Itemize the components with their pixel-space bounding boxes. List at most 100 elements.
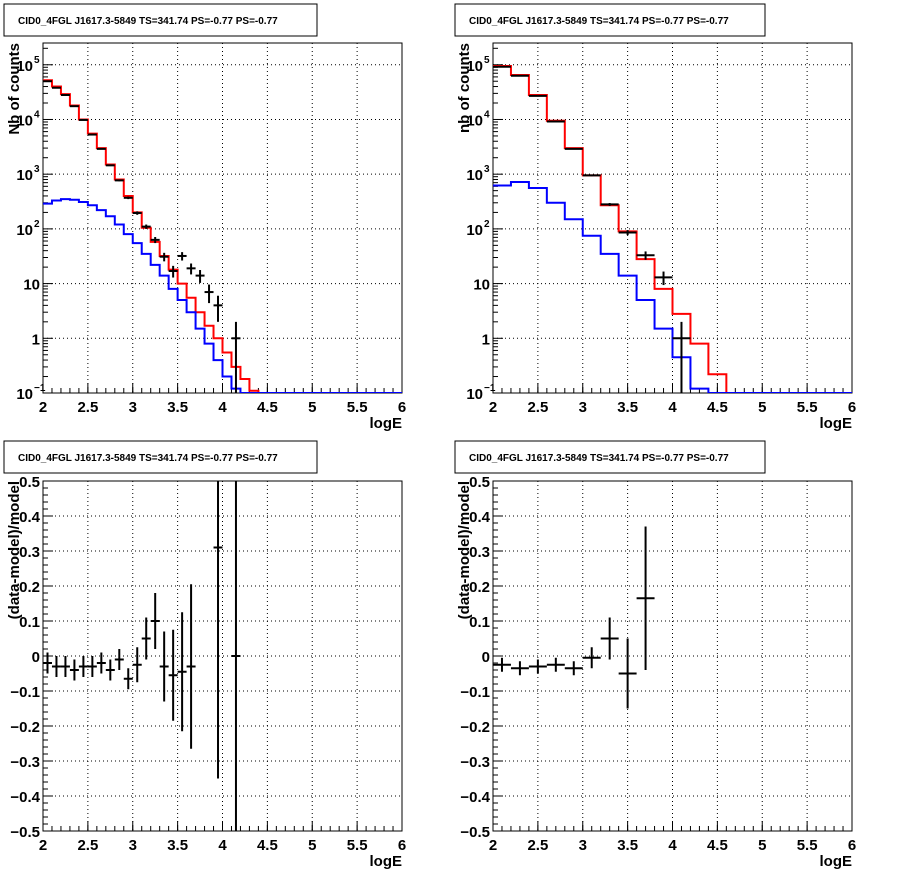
x-axis-label: logE: [370, 853, 403, 870]
y-tick-label: 10: [466, 167, 483, 184]
y-tick-label: 0.5: [469, 474, 490, 491]
y-tick-label: 10: [16, 222, 33, 239]
x-tick-label: 2.5: [527, 399, 548, 416]
y-tick-exponent: 5: [34, 55, 40, 66]
x-tick-label: 3.5: [167, 399, 188, 416]
y-tick-label: 10: [16, 167, 33, 184]
y-tick-exponent: −1: [484, 383, 496, 394]
x-tick-label: 3: [129, 399, 137, 416]
y-tick-label: 0.3: [19, 544, 40, 561]
y-tick-exponent: 4: [34, 109, 40, 120]
panel-top-left: CID0_4FGL J1617.3-5849 TS=341.74 PS=-0.7…: [3, 3, 406, 432]
x-tick-label: 2.5: [77, 399, 98, 416]
y-tick-label: 10: [466, 58, 483, 75]
plot-area: [493, 64, 852, 393]
x-tick-label: 4: [218, 399, 227, 416]
x-tick-label: 4.5: [257, 399, 278, 416]
y-tick-label: −0.2: [10, 719, 40, 736]
panel-bottom-left: CID0_4FGL J1617.3-5849 TS=341.74 PS=-0.7…: [3, 440, 406, 870]
x-tick-label: 2: [39, 399, 47, 416]
x-tick-label: 6: [398, 837, 406, 854]
y-tick-label: −0.1: [10, 684, 40, 701]
y-tick-exponent: 2: [34, 219, 40, 230]
plot-area: [43, 79, 402, 393]
x-tick-label: 3.5: [617, 399, 638, 416]
plot-area: [43, 481, 241, 831]
x-tick-label: 6: [848, 399, 856, 416]
y-tick-label: −0.5: [460, 824, 490, 841]
y-tick-label: 1: [32, 331, 40, 348]
y-tick-exponent: 5: [484, 55, 490, 66]
model-source-histogram: [43, 198, 402, 393]
y-tick-exponent: 3: [484, 164, 490, 175]
x-tick-label: 4: [668, 399, 677, 416]
y-tick-exponent: 3: [34, 164, 40, 175]
y-tick-label: 10: [473, 277, 490, 294]
y-tick-label: −0.2: [460, 719, 490, 736]
x-tick-label: 3.5: [617, 837, 638, 854]
y-axis-label: (data-model)/model: [6, 481, 23, 619]
x-tick-label: 2: [489, 399, 497, 416]
y-tick-label: 0.5: [19, 474, 40, 491]
title-box: [454, 3, 766, 37]
x-tick-label: 4.5: [707, 399, 728, 416]
x-tick-label: 5.5: [347, 399, 368, 416]
y-tick-label: 10: [466, 222, 483, 239]
y-tick-label: 10: [16, 112, 33, 129]
plot-area: [493, 526, 655, 709]
y-tick-label: 0.4: [469, 509, 491, 526]
x-tick-label: 3: [129, 837, 137, 854]
x-tick-label: 5.5: [797, 399, 818, 416]
y-tick-label: 0.2: [469, 579, 490, 596]
panel-top-right: CID0_4FGL J1617.3-5849 TS=341.74 PS=-0.7…: [454, 3, 856, 432]
x-tick-label: 3: [579, 399, 587, 416]
y-axis-label: Nb of counts: [6, 43, 23, 135]
x-axis-label: logE: [370, 415, 403, 432]
x-tick-label: 5.5: [347, 837, 368, 854]
y-tick-label: 10: [16, 386, 33, 403]
x-tick-label: 6: [848, 837, 856, 854]
y-tick-label: 0.1: [19, 614, 40, 631]
x-tick-label: 2: [489, 837, 497, 854]
model-source-histogram: [493, 180, 852, 393]
y-tick-exponent: 4: [484, 109, 490, 120]
chart-title: CID0_4FGL J1617.3-5849 TS=341.74 PS=-0.7…: [469, 16, 729, 27]
x-tick-label: 6: [398, 399, 406, 416]
y-tick-label: 10: [16, 58, 33, 75]
y-axis-label: nb of counts: [456, 43, 473, 133]
x-tick-label: 5.5: [797, 837, 818, 854]
y-tick-label: 0.2: [19, 579, 40, 596]
x-tick-label: 3: [579, 837, 587, 854]
y-tick-label: 0: [32, 649, 40, 666]
x-tick-label: 3.5: [167, 837, 188, 854]
y-tick-label: −0.3: [460, 754, 490, 771]
chart-title: CID0_4FGL J1617.3-5849 TS=341.74 PS=-0.7…: [18, 16, 278, 27]
x-tick-label: 2.5: [77, 837, 98, 854]
x-tick-label: 5: [308, 837, 316, 854]
chart-title: CID0_4FGL J1617.3-5849 TS=341.74 PS=-0.7…: [18, 453, 278, 464]
x-tick-label: 2.5: [527, 837, 548, 854]
y-tick-exponent: −1: [34, 383, 46, 394]
y-tick-label: 0.3: [469, 544, 490, 561]
y-tick-exponent: 2: [484, 219, 490, 230]
y-tick-label: 10: [466, 386, 483, 403]
y-tick-label: 0: [482, 649, 490, 666]
x-tick-label: 4.5: [257, 837, 278, 854]
x-tick-label: 5: [758, 399, 766, 416]
x-tick-label: 4: [668, 837, 677, 854]
x-tick-label: 5: [308, 399, 316, 416]
y-tick-label: 10: [466, 112, 483, 129]
x-tick-label: 4.5: [707, 837, 728, 854]
y-tick-label: −0.5: [10, 824, 40, 841]
x-tick-label: 5: [758, 837, 766, 854]
y-tick-label: 0.1: [469, 614, 490, 631]
x-axis-label: logE: [820, 853, 853, 870]
y-tick-label: −0.4: [10, 789, 40, 806]
y-tick-label: −0.3: [10, 754, 40, 771]
title-box: [454, 440, 766, 474]
y-axis-label: (data-model)/model: [456, 481, 473, 619]
x-axis-label: logE: [820, 415, 853, 432]
title-box: [3, 440, 318, 474]
y-tick-label: −0.1: [460, 684, 490, 701]
